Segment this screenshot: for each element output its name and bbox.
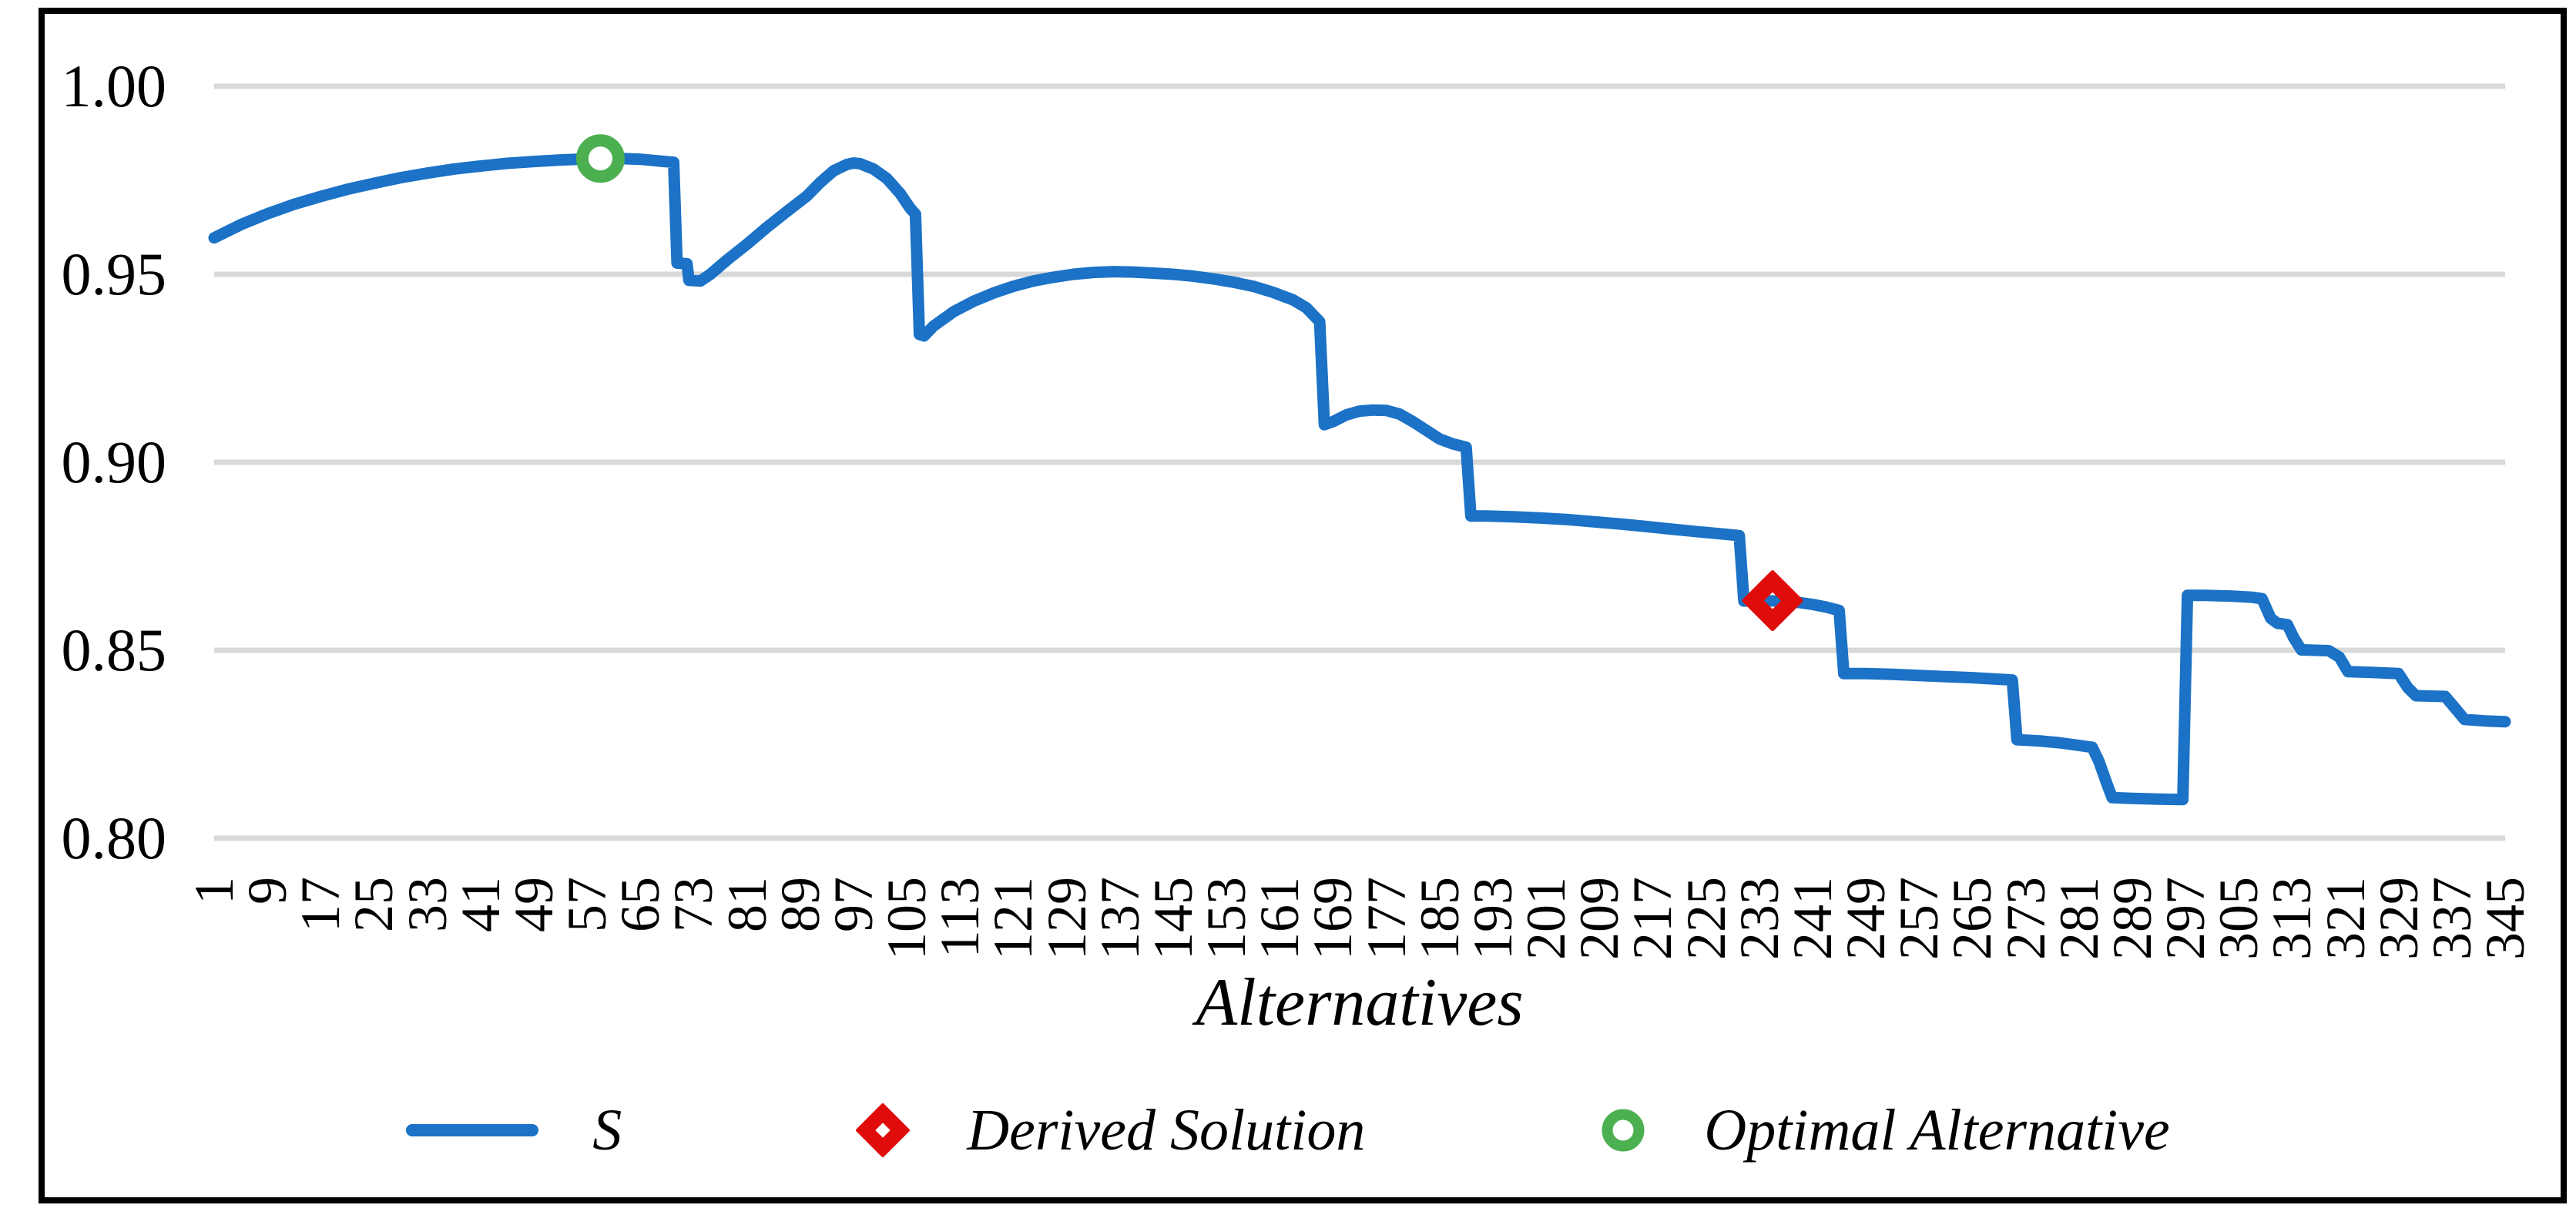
x-tick-label: 313: [2261, 877, 2323, 960]
y-tick-label: 0.85: [61, 616, 167, 683]
legend-label: Optimal Alternative: [1704, 1098, 2170, 1163]
x-tick-label: 249: [1835, 877, 1897, 960]
x-tick-label: 233: [1728, 877, 1790, 960]
legend-item-s: S: [406, 1101, 622, 1160]
x-tick-label: 105: [876, 877, 938, 960]
x-tick-label: 225: [1675, 877, 1737, 960]
x-tick-label: 17: [290, 877, 352, 932]
figure-frame: [39, 8, 2567, 1203]
x-tick-label: 113: [929, 877, 991, 958]
x-tick-label: 129: [1035, 877, 1098, 960]
y-tick-label: 0.80: [61, 804, 167, 871]
x-tick-label: 81: [716, 877, 778, 932]
x-tick-label: 97: [822, 877, 884, 932]
x-tick-label: 337: [2420, 877, 2483, 960]
x-tick-label: 41: [449, 877, 512, 932]
x-axis-title: Alternatives: [1196, 965, 1524, 1040]
x-tick-label: 57: [556, 877, 619, 932]
legend-item-optimal-alternative: Optimal Alternative: [1596, 1098, 2170, 1163]
x-tick-label: 169: [1302, 877, 1364, 960]
x-tick-label: 329: [2367, 877, 2430, 960]
x-tick-label: 281: [2048, 877, 2110, 960]
x-tick-label: 177: [1355, 877, 1417, 960]
x-tick-label: 201: [1515, 877, 1578, 960]
x-tick-label: 153: [1196, 877, 1258, 960]
x-tick-label: 241: [1781, 877, 1843, 960]
derived-solution-marker: [1742, 570, 1803, 632]
x-tick-label: 321: [2314, 877, 2376, 960]
x-tick-label: 1: [183, 877, 245, 905]
y-tick-label: 0.90: [61, 428, 167, 495]
x-tick-label: 121: [982, 877, 1045, 960]
x-tick-label: 265: [1941, 877, 2004, 960]
legend-label: Derived Solution: [967, 1098, 1366, 1163]
x-tick-label: 209: [1568, 877, 1631, 960]
x-tick-label: 73: [662, 877, 725, 932]
x-tick-label: 273: [1994, 877, 2057, 960]
x-tick-label: 297: [2155, 877, 2217, 960]
legend: S Derived Solution Optimal Alternative: [0, 1080, 2576, 1180]
x-tick-label: 49: [502, 877, 565, 932]
legend-circle-icon: [1602, 1109, 1645, 1152]
x-tick-label: 161: [1249, 877, 1311, 960]
legend-line-swatch: [406, 1124, 539, 1136]
legend-item-derived-solution: Derived Solution: [853, 1100, 1365, 1160]
x-tick-label: 185: [1408, 877, 1471, 960]
x-tick-label: 305: [2208, 877, 2270, 960]
x-tick-label: 9: [236, 877, 299, 905]
x-tick-label: 145: [1142, 877, 1204, 960]
x-tick-label: 257: [1888, 877, 1950, 960]
x-tick-label: 65: [609, 877, 672, 932]
x-tick-label: 345: [2474, 877, 2536, 960]
y-tick-label: 0.95: [61, 240, 167, 307]
legend-diamond-icon: [856, 1103, 911, 1157]
x-tick-label: 33: [396, 877, 458, 932]
optimal-alternative-marker: [575, 134, 625, 183]
x-tick-label: 217: [1622, 877, 1684, 960]
x-tick-label: 25: [343, 877, 405, 932]
x-tick-label: 193: [1461, 877, 1524, 960]
x-tick-label: 289: [2101, 877, 2163, 960]
series-line-s: [208, 153, 2511, 806]
legend-label: S: [592, 1098, 622, 1163]
y-tick-label: 1.00: [61, 52, 167, 119]
x-tick-label: 89: [769, 877, 831, 932]
x-tick-label: 137: [1088, 877, 1151, 960]
